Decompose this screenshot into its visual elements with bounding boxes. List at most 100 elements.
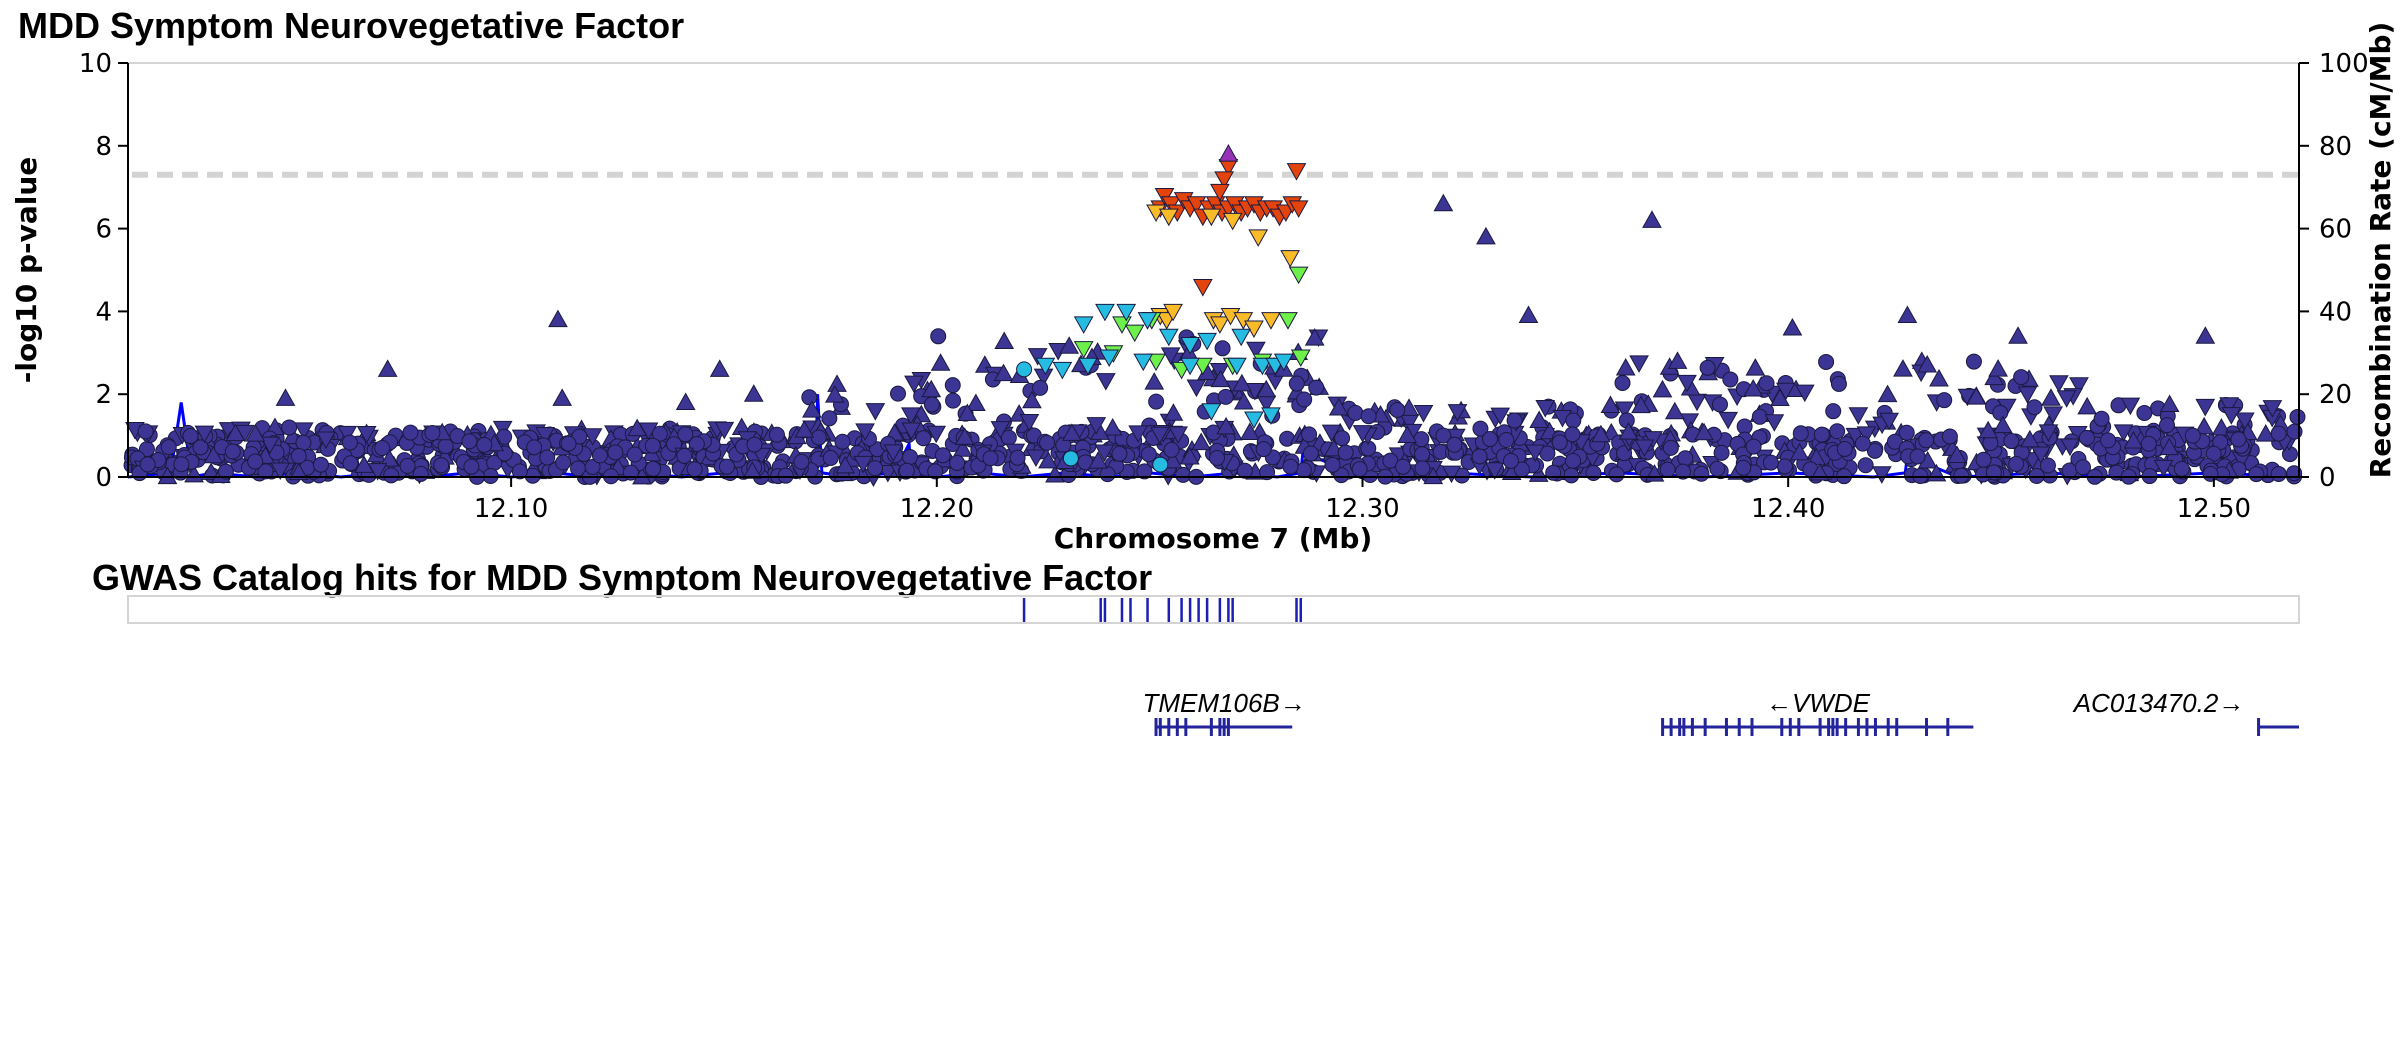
variant-point	[2159, 394, 2180, 412]
variant-point	[1667, 351, 1688, 369]
variant-point	[1848, 407, 1869, 425]
variant-point	[1333, 467, 1350, 484]
variant-point	[949, 454, 966, 471]
variant-point	[867, 460, 884, 477]
variant-point	[945, 392, 962, 409]
variant-point	[855, 423, 875, 441]
variant-point	[1136, 463, 1153, 480]
variant-point	[853, 455, 873, 474]
variant-point	[555, 454, 572, 471]
variant-point	[383, 467, 400, 484]
variant-point	[1699, 359, 1716, 376]
variant-point	[1912, 467, 1929, 484]
variant-point	[1988, 359, 2008, 377]
variant-point	[1282, 458, 1299, 475]
variant-point	[1585, 465, 1602, 482]
variant-point	[1713, 444, 1730, 461]
variant-point	[1662, 439, 1679, 456]
gene-exon	[1750, 718, 1754, 736]
ld-variant-point	[1286, 163, 1307, 181]
variant-point	[1032, 379, 1049, 396]
variant-point	[877, 464, 898, 483]
variant-point	[2202, 465, 2219, 482]
variant-point	[1792, 425, 1809, 442]
variant-point	[944, 377, 961, 394]
ld-variant-point	[1073, 316, 1094, 334]
gene-exon	[1856, 718, 1860, 736]
variant-point	[2078, 429, 2095, 446]
variant-point	[2230, 431, 2247, 448]
variant-point	[1992, 415, 2013, 434]
variant-point	[1246, 341, 1266, 360]
ld-variant-point	[1231, 328, 1252, 347]
variant-point	[1471, 448, 1488, 465]
variant-point	[902, 449, 919, 466]
variant-point	[607, 444, 624, 461]
variant-point	[827, 374, 847, 392]
variant-point	[1664, 401, 1685, 420]
variant-point	[930, 353, 951, 371]
variant-point	[2043, 406, 2064, 424]
y2-tick-label: 0	[2319, 463, 2336, 493]
variant-point	[1687, 393, 1707, 412]
variant-point	[1836, 440, 1853, 457]
variant-point	[137, 423, 154, 440]
variant-point	[1168, 426, 1188, 444]
gene-exon	[1218, 718, 1222, 736]
variant-point	[1745, 438, 1762, 455]
y2-tick-label: 40	[2319, 297, 2352, 327]
variant-point	[461, 433, 478, 450]
variant-point	[890, 385, 907, 402]
ld-variant-point	[1218, 144, 1239, 162]
variant-point	[224, 443, 241, 460]
variant-point	[994, 331, 1015, 349]
ld-variant-point	[1201, 208, 1222, 227]
variant-point	[560, 435, 577, 452]
variant-point	[1857, 457, 1874, 474]
variant-point	[1413, 431, 1430, 448]
variant-point	[2075, 459, 2092, 476]
variant-point	[2060, 438, 2080, 457]
variant-point	[1259, 464, 1276, 481]
variant-point	[1758, 375, 1775, 392]
variant-point	[1525, 444, 1546, 463]
variant-point	[1856, 426, 1877, 444]
variant-point	[645, 460, 662, 477]
ld-variant-point	[1290, 349, 1311, 367]
variant-point	[1830, 375, 1847, 392]
variant-point	[2019, 429, 2040, 448]
variant-point	[966, 393, 986, 411]
ld-variant-point	[1280, 250, 1300, 268]
variant-point	[1236, 462, 1253, 479]
ld-variant-point	[1078, 357, 1098, 376]
variant-point	[1854, 435, 1871, 452]
gene-exon	[1661, 718, 1665, 736]
ld-variant-point	[1201, 403, 1222, 421]
x-axis-label: Chromosome 7 (Mb)	[1054, 522, 1373, 555]
y-axis-label: -log10 p-value	[10, 157, 43, 384]
variant-point	[2289, 408, 2306, 425]
variant-point	[1163, 403, 1184, 421]
variant-point	[954, 427, 975, 445]
gene-track: TMEM106B→ ←VWDE AC013470.2→	[1143, 688, 2299, 736]
variant-point	[1304, 328, 1325, 346]
variant-point	[901, 407, 921, 425]
variant-point	[1879, 412, 1899, 431]
variant-point	[1818, 353, 1835, 370]
gwas-track-frame	[127, 595, 2300, 624]
variant-point	[1296, 391, 1313, 408]
variant-point	[548, 309, 568, 328]
y2-tick-label: 20	[2319, 380, 2352, 410]
variant-point	[584, 458, 601, 475]
variant-point	[1389, 401, 1406, 418]
variant-point	[926, 425, 947, 444]
variant-point	[1929, 368, 1949, 387]
variant-point	[281, 419, 298, 436]
gene-exon	[1184, 718, 1188, 736]
variant-point	[1614, 401, 1635, 419]
variant-point	[677, 426, 694, 443]
variant-point	[2113, 424, 2134, 442]
variant-point	[535, 426, 556, 445]
variant-point	[399, 457, 416, 474]
gene-exon	[1831, 718, 1835, 736]
